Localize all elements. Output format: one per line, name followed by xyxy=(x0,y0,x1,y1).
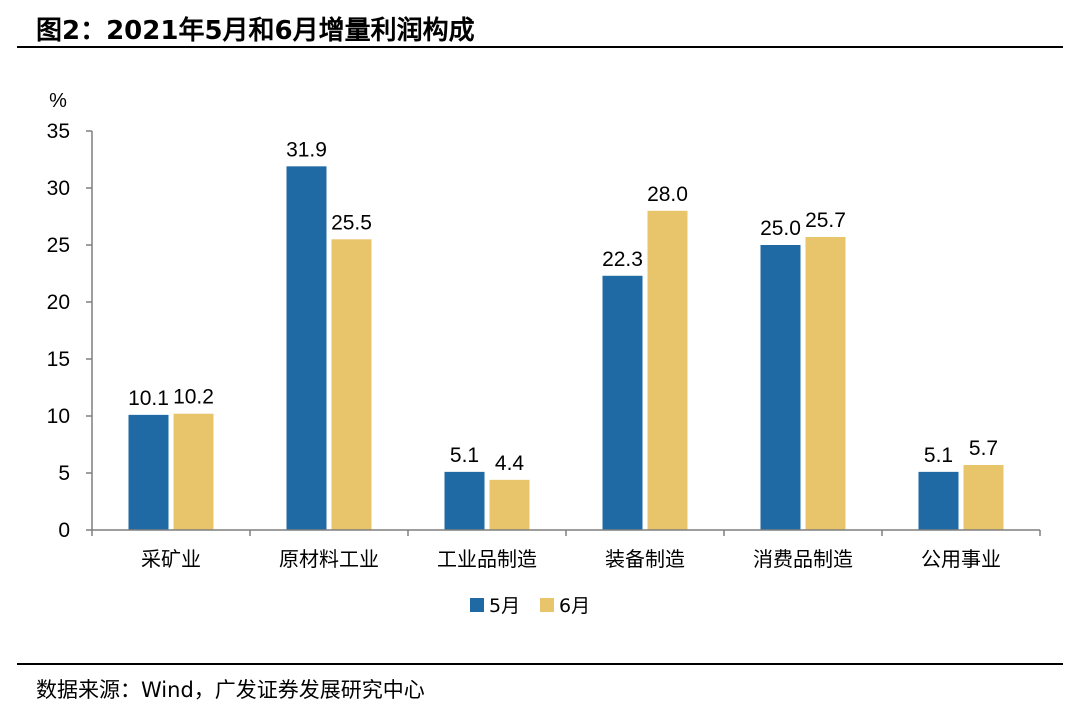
bar-value-label: 31.9 xyxy=(286,138,327,161)
legend-label: 5月 xyxy=(489,595,520,617)
bar-value-label: 25.7 xyxy=(805,209,846,232)
bar-value-label: 5.1 xyxy=(450,444,479,467)
source-note: 数据来源：Wind，广发证券发展研究中心 xyxy=(36,678,425,702)
data-labels: 10.1 31.9 5.1 22.3 25.0 5.1 10.2 25.5 4.4 28.0 25.… xyxy=(128,138,998,475)
bar-series xyxy=(128,166,1004,531)
legend-label: 6月 xyxy=(559,595,590,617)
bar xyxy=(173,413,214,530)
y-tick-label: 0 xyxy=(58,519,70,542)
bar-value-label: 22.3 xyxy=(602,248,643,271)
bar xyxy=(760,245,801,530)
y-tick-label: 35 xyxy=(47,120,70,143)
y-tick-label: 15 xyxy=(47,348,70,371)
bar xyxy=(331,239,372,531)
bar xyxy=(647,210,688,531)
y-tick-label: 10 xyxy=(47,405,70,428)
legend-swatch xyxy=(470,598,484,612)
x-category-label: 消费品制造 xyxy=(753,547,853,571)
bar-value-label: 25.5 xyxy=(331,211,372,234)
bar xyxy=(963,465,1004,530)
bottom-divider xyxy=(17,663,1063,665)
x-category-label: 采矿业 xyxy=(141,547,201,571)
x-category-label: 装备制造 xyxy=(605,547,685,571)
figure-title: 图2：2021年5月和6月增量利润构成 xyxy=(36,16,475,46)
y-tick-label: 25 xyxy=(47,234,70,257)
bar-value-label: 5.1 xyxy=(924,444,953,467)
legend-swatch xyxy=(540,598,554,612)
x-axis: 采矿业 原材料工业 工业品制造 装备制造 消费品制造 公用事业 xyxy=(91,529,1041,571)
x-category-label: 工业品制造 xyxy=(437,547,537,571)
y-axis: 0 5 10 15 20 25 30 35 xyxy=(47,120,93,542)
bar-value-label: 4.4 xyxy=(495,452,525,475)
y-tick-label: 20 xyxy=(47,291,70,314)
bar xyxy=(602,275,643,530)
y-axis-unit-label: % xyxy=(49,90,67,112)
bar xyxy=(286,166,327,530)
x-category-label: 原材料工业 xyxy=(279,547,379,571)
bar xyxy=(805,237,846,530)
top-divider xyxy=(17,46,1063,48)
bar-value-label: 10.2 xyxy=(173,386,214,409)
bar-value-label: 28.0 xyxy=(647,183,688,206)
bar xyxy=(918,471,959,530)
y-tick-label: 30 xyxy=(47,177,70,200)
bar-value-label: 25.0 xyxy=(760,217,801,240)
bar xyxy=(128,414,169,530)
x-category-label: 公用事业 xyxy=(921,547,1001,571)
bar xyxy=(489,479,530,530)
y-tick-label: 5 xyxy=(58,462,70,485)
bar-value-label: 5.7 xyxy=(969,437,998,460)
bar-value-label: 10.1 xyxy=(128,387,169,410)
legend: 5月 6月 xyxy=(470,595,590,617)
bar xyxy=(444,471,485,530)
